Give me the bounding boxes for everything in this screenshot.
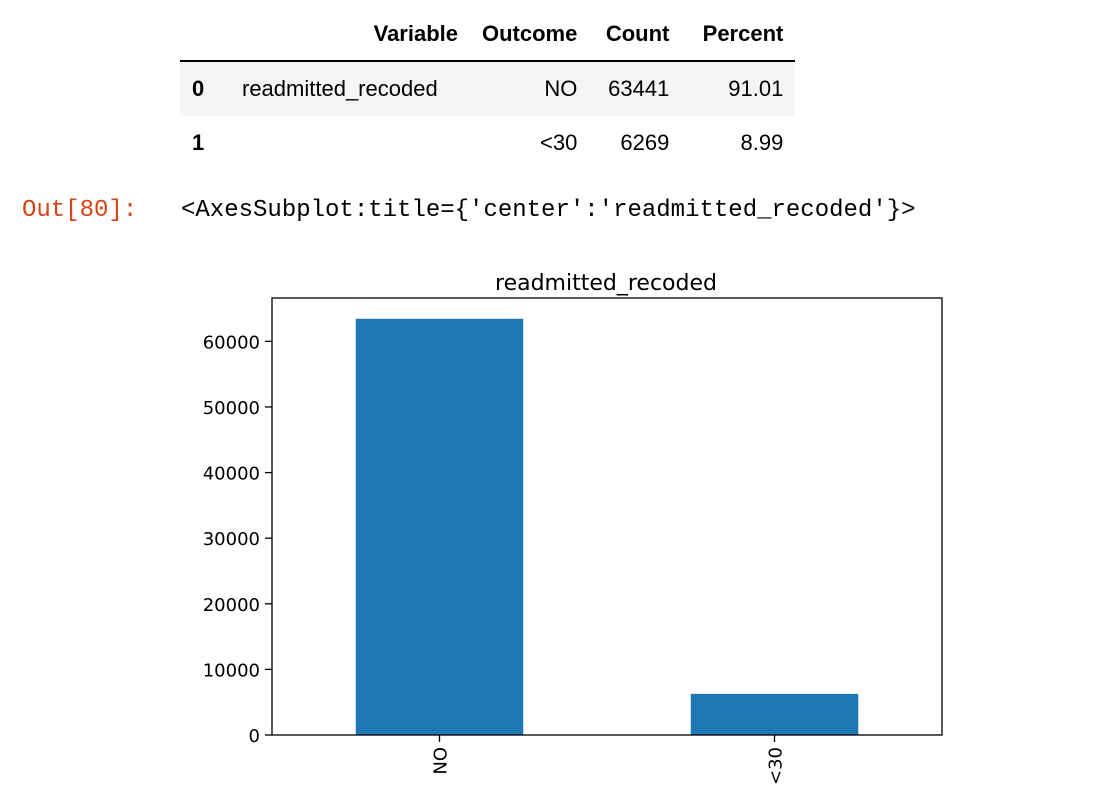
column-header-outcome: Outcome [470, 8, 590, 62]
bar-series [355, 318, 859, 735]
plot-area-frame [271, 297, 943, 736]
column-header-variable: Variable [230, 8, 470, 62]
output-repr-text: <AxesSubplot:title={'center':'readmitted… [181, 197, 916, 224]
y-tick-label: 50000 [203, 398, 260, 419]
y-axis: 0 10000 20000 30000 40000 50000 60000 [203, 332, 272, 747]
cell-percent: 91.01 [728, 76, 784, 101]
table-row: 0 readmitted_recoded NO 63441 91.01 [180, 61, 796, 116]
cell-count: 6269 [620, 130, 670, 155]
x-axis: NO <30 [431, 735, 787, 785]
cell-count: 63441 [608, 76, 670, 101]
y-tick-label: 10000 [203, 660, 260, 681]
output-prompt: Out[80]: [22, 197, 138, 224]
y-tick-label: 20000 [203, 595, 260, 616]
y-tick-label: 30000 [203, 529, 260, 550]
x-tick-label: NO [431, 747, 452, 775]
y-tick-label: 60000 [203, 332, 260, 353]
table-header-row: Variable Outcome Count Percent [180, 8, 796, 62]
cell-outcome: NO [544, 76, 578, 101]
column-header-percent: Percent [681, 8, 796, 62]
dataframe-table: Variable Outcome Count Percent 0 readmit… [180, 8, 796, 170]
y-tick-label: 0 [249, 726, 260, 747]
table-row: 1 <30 6269 8.99 [180, 116, 795, 170]
column-header-count: Count [589, 8, 682, 62]
cell-percent: 8.99 [740, 130, 784, 155]
chart-title: readmitted_recoded [495, 271, 717, 296]
bar [690, 693, 859, 735]
row-index: 1 [192, 130, 205, 155]
column-header-index [180, 8, 230, 62]
cell-outcome: <30 [540, 130, 578, 155]
x-tick-label: <30 [766, 747, 787, 785]
y-tick-label: 40000 [203, 464, 260, 485]
row-index: 0 [192, 76, 205, 101]
bar [355, 318, 524, 735]
cell-variable: readmitted_recoded [242, 76, 438, 101]
